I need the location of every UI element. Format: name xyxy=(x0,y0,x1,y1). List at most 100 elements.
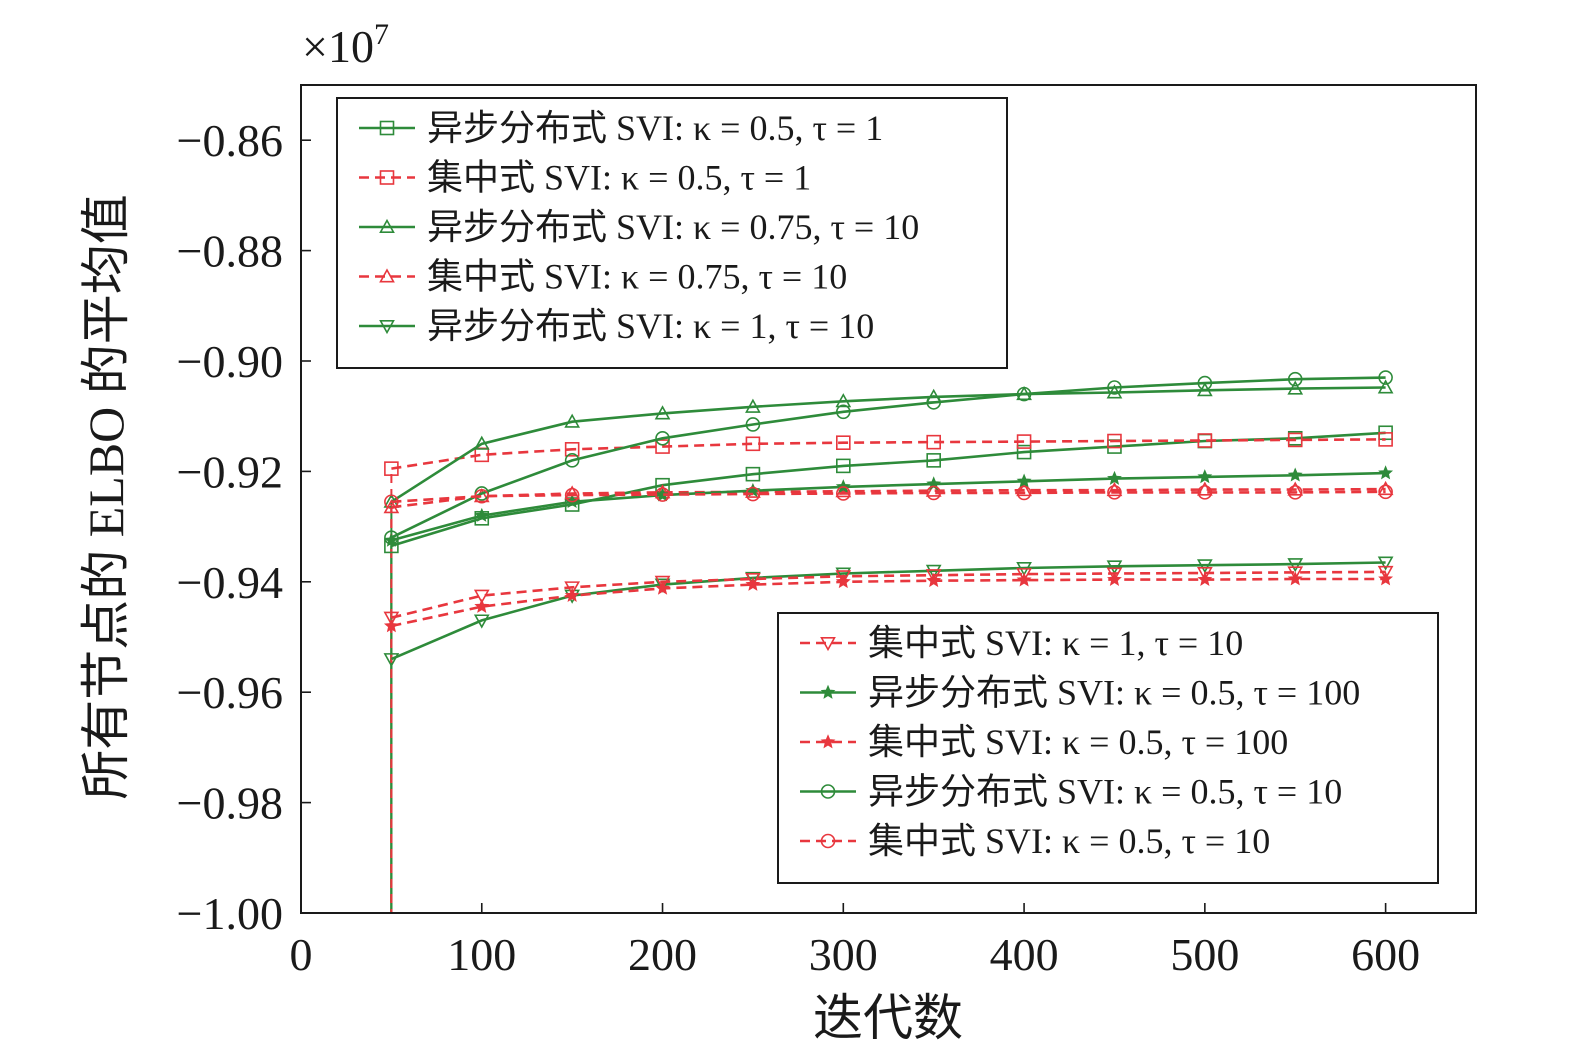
y-tick-label-3: −0.92 xyxy=(177,446,283,497)
series-9 xyxy=(384,484,1393,510)
y-tick-label-0: −0.86 xyxy=(177,115,283,166)
plot-clipped xyxy=(383,370,1394,913)
x-tick-label-4: 400 xyxy=(990,929,1059,980)
series-5-point-0 xyxy=(383,611,400,626)
series-7-point-9 xyxy=(1197,571,1213,586)
series-6-point-3 xyxy=(655,487,670,502)
series-0-point-4 xyxy=(745,466,761,482)
series-7-point-10 xyxy=(1287,571,1303,586)
series-9-point-2 xyxy=(564,487,580,503)
series-8-line xyxy=(390,376,1386,539)
legend-0-item-3-label: 集中式 SVI: κ = 0.75, τ = 10 xyxy=(427,257,847,297)
legend-1-item-3-marker xyxy=(820,784,836,799)
y-axis-multiplier: ×107 xyxy=(302,18,389,72)
series-2-point-10 xyxy=(1287,380,1304,395)
series-1-point-9 xyxy=(1197,433,1213,448)
series-9-point-6 xyxy=(926,485,941,501)
legend-0-item-4-marker xyxy=(379,319,395,335)
series-2-point-11 xyxy=(1377,379,1394,394)
series-8 xyxy=(384,370,1393,545)
x-tick-label-2: 200 xyxy=(628,929,697,980)
series-5-point-9 xyxy=(1196,566,1213,582)
y-tick-label-2: −0.90 xyxy=(177,336,283,387)
series-5 xyxy=(383,565,1394,626)
legend-0-item-2-label: 异步分布式 SVI: κ = 0.75, τ = 10 xyxy=(427,207,919,247)
series-8-point-8 xyxy=(1107,380,1122,395)
series-2-line xyxy=(390,386,1386,503)
series-4-point-1 xyxy=(473,614,490,629)
series-5-point-6 xyxy=(925,569,942,584)
series-8-point-10 xyxy=(1287,371,1303,387)
axes: 0 100 200 300 400 500 600 −0.86 −0.88 −0.90 −0.92 −… xyxy=(177,84,1477,980)
series-4-point-5 xyxy=(835,567,852,582)
legend-top-left: 异步分布式 SVI: κ = 0.5, τ = 1 集中式 SVI: κ = 0.… xyxy=(336,97,1008,369)
series-1-point-8 xyxy=(1107,433,1122,449)
series-5-point-4 xyxy=(745,573,761,588)
series-4-point-8 xyxy=(1106,560,1123,575)
x-tick-label-3: 300 xyxy=(809,929,878,980)
series-6-point-11 xyxy=(1378,465,1394,480)
series-1-point-10 xyxy=(1287,432,1303,448)
legend-1-item-4-label: 集中式 SVI: κ = 0.5, τ = 10 xyxy=(868,821,1270,861)
series-7-point-6 xyxy=(926,572,942,588)
series-3-point-9 xyxy=(1196,481,1213,496)
series-8-point-7 xyxy=(1016,386,1032,402)
legend-1-item-2-marker xyxy=(820,734,836,749)
series-8-point-2 xyxy=(564,453,580,468)
y-tick-label-1: −0.88 xyxy=(177,226,283,277)
series-4-line xyxy=(390,561,1386,661)
series-7-point-11 xyxy=(1378,571,1394,586)
legend-0-frame xyxy=(336,97,1008,369)
legend-0-item-2-marker xyxy=(379,218,395,233)
series-4-point-9 xyxy=(1196,559,1213,574)
series-5-point-7 xyxy=(1016,568,1032,583)
series-7-point-5 xyxy=(835,573,851,589)
series-9-point-3 xyxy=(655,487,670,502)
series-0-point-5 xyxy=(836,458,851,474)
series-7-point-1 xyxy=(474,598,490,613)
series-7-point-4 xyxy=(745,576,761,591)
series-6 xyxy=(383,465,1394,547)
series-3-point-8 xyxy=(1106,482,1123,497)
series-2-point-8 xyxy=(1106,384,1123,399)
series-4-point-0 xyxy=(383,653,400,668)
legend-1-item-0-label: 集中式 SVI: κ = 1, τ = 10 xyxy=(868,623,1243,663)
series-8-point-5 xyxy=(836,404,851,420)
series-8-point-6 xyxy=(926,395,941,410)
series-2 xyxy=(383,379,1394,508)
series-5-point-11 xyxy=(1377,565,1394,581)
y-tick-label-6: −0.98 xyxy=(177,778,283,829)
legend-1-item-1-marker xyxy=(820,684,836,699)
series-5-point-2 xyxy=(564,581,581,596)
y-tick-label-4: −0.94 xyxy=(177,557,283,608)
series-1-point-6 xyxy=(926,434,941,450)
y-tick-label-5: −0.96 xyxy=(177,667,283,718)
series-9-point-4 xyxy=(745,486,761,502)
x-tick-label-5: 500 xyxy=(1170,929,1239,980)
plot-marks xyxy=(383,370,1394,913)
series-3-point-11 xyxy=(1377,480,1394,496)
series-6-point-8 xyxy=(1107,470,1122,485)
legend-0-item-1-label: 集中式 SVI: κ = 0.5, τ = 1 xyxy=(427,158,811,198)
series-9-point-7 xyxy=(1016,485,1032,501)
series-7-point-2 xyxy=(564,587,580,602)
series-2-point-2 xyxy=(564,413,581,428)
series-9-point-1 xyxy=(474,488,490,504)
series-8-point-3 xyxy=(655,430,670,446)
series-5-point-3 xyxy=(654,575,671,590)
series-7-point-0 xyxy=(383,618,399,633)
y-multiplier-base: ×10 xyxy=(302,21,374,72)
y-tick-label-7: −1.00 xyxy=(177,888,283,939)
series-1-point-2 xyxy=(564,442,580,457)
legend-1-item-4-marker xyxy=(820,833,836,849)
series-5-line xyxy=(391,570,1386,619)
legend-1-frame xyxy=(777,612,1439,884)
series-8-point-9 xyxy=(1197,375,1213,391)
series-2-point-1 xyxy=(473,435,490,450)
series-6-point-10 xyxy=(1287,467,1303,482)
series-0-line xyxy=(391,431,1386,548)
series-8-point-0 xyxy=(384,530,399,545)
series-5-point-10 xyxy=(1287,566,1304,581)
legend-0-item-0-label: 异步分布式 SVI: κ = 0.5, τ = 1 xyxy=(427,108,883,148)
series-0-point-7 xyxy=(1016,444,1032,460)
